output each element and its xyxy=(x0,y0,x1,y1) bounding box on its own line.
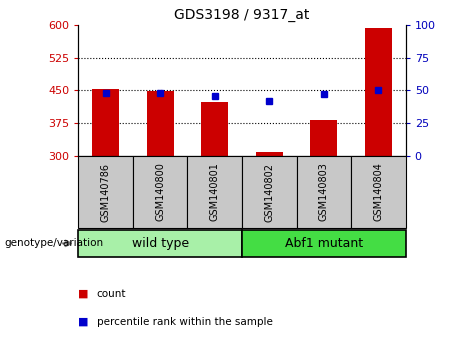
Text: GSM140800: GSM140800 xyxy=(155,162,165,222)
Text: ■: ■ xyxy=(78,317,89,327)
Text: GSM140802: GSM140802 xyxy=(264,162,274,222)
Text: ■: ■ xyxy=(78,289,89,299)
Bar xyxy=(201,103,228,156)
Text: GSM140803: GSM140803 xyxy=(319,162,329,222)
Bar xyxy=(365,28,392,156)
Text: percentile rank within the sample: percentile rank within the sample xyxy=(97,317,273,327)
Text: genotype/variation: genotype/variation xyxy=(5,238,104,249)
Bar xyxy=(310,120,337,156)
Text: Abf1 mutant: Abf1 mutant xyxy=(285,237,363,250)
Text: GSM140801: GSM140801 xyxy=(210,162,220,222)
Text: GSM140804: GSM140804 xyxy=(373,162,384,222)
Title: GDS3198 / 9317_at: GDS3198 / 9317_at xyxy=(174,8,310,22)
Bar xyxy=(92,89,119,156)
Text: wild type: wild type xyxy=(132,237,189,250)
Text: GSM140786: GSM140786 xyxy=(100,162,111,222)
Bar xyxy=(147,91,174,156)
Bar xyxy=(256,152,283,156)
Text: count: count xyxy=(97,289,126,299)
